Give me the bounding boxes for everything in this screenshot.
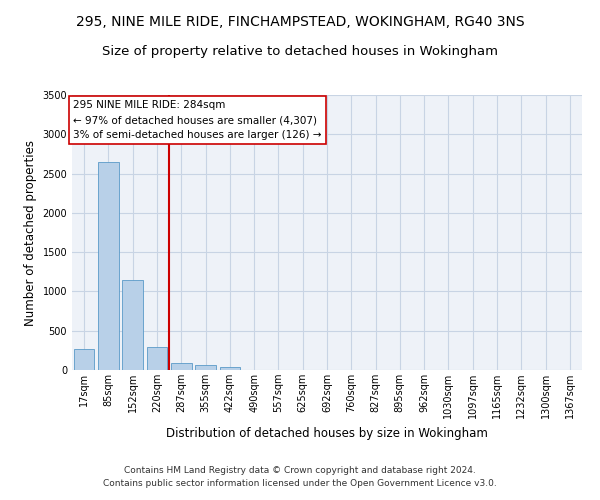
Bar — [122, 280, 143, 370]
Bar — [74, 349, 94, 370]
Y-axis label: Number of detached properties: Number of detached properties — [24, 140, 37, 326]
Bar — [146, 347, 167, 370]
Text: 295, NINE MILE RIDE, FINCHAMPSTEAD, WOKINGHAM, RG40 3NS: 295, NINE MILE RIDE, FINCHAMPSTEAD, WOKI… — [76, 15, 524, 29]
Bar — [171, 363, 191, 370]
Text: Size of property relative to detached houses in Wokingham: Size of property relative to detached ho… — [102, 45, 498, 58]
Bar — [220, 367, 240, 370]
Bar — [195, 365, 216, 370]
Bar — [98, 162, 119, 370]
Text: Contains HM Land Registry data © Crown copyright and database right 2024.
Contai: Contains HM Land Registry data © Crown c… — [103, 466, 497, 487]
Text: 295 NINE MILE RIDE: 284sqm
← 97% of detached houses are smaller (4,307)
3% of se: 295 NINE MILE RIDE: 284sqm ← 97% of deta… — [73, 100, 322, 140]
X-axis label: Distribution of detached houses by size in Wokingham: Distribution of detached houses by size … — [166, 426, 488, 440]
